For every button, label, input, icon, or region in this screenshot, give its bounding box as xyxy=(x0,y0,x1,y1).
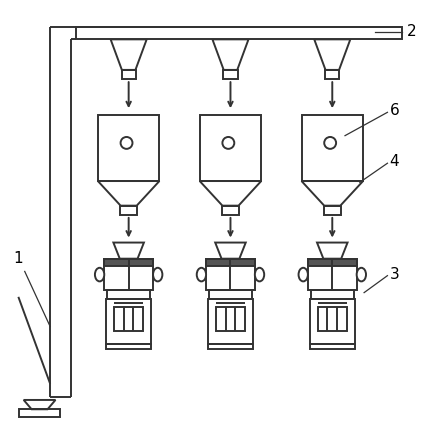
Bar xyxy=(309,344,354,349)
Ellipse shape xyxy=(356,268,365,281)
Bar xyxy=(309,299,354,344)
Bar xyxy=(208,299,252,344)
Bar xyxy=(19,409,60,417)
Text: 4: 4 xyxy=(389,154,398,169)
Bar xyxy=(208,291,251,299)
Ellipse shape xyxy=(153,268,162,281)
Text: 1: 1 xyxy=(14,251,23,266)
Bar xyxy=(199,115,261,181)
Ellipse shape xyxy=(196,268,206,281)
Bar xyxy=(223,70,237,79)
Bar xyxy=(216,306,245,331)
Bar xyxy=(317,306,346,331)
Bar xyxy=(206,259,254,291)
Bar xyxy=(106,299,150,344)
Text: 6: 6 xyxy=(389,103,398,118)
Ellipse shape xyxy=(298,268,307,281)
Bar xyxy=(324,70,339,79)
Text: 3: 3 xyxy=(389,267,398,282)
Bar xyxy=(75,27,401,39)
Bar xyxy=(307,259,356,266)
Bar xyxy=(222,206,239,215)
Bar xyxy=(301,115,362,181)
Bar xyxy=(98,115,159,181)
Bar xyxy=(323,206,340,215)
Text: 2: 2 xyxy=(406,24,415,39)
Bar xyxy=(104,259,153,291)
Bar xyxy=(114,306,143,331)
Bar xyxy=(104,259,153,266)
Bar xyxy=(307,259,356,291)
Bar xyxy=(120,206,137,215)
Bar xyxy=(121,70,135,79)
Ellipse shape xyxy=(254,268,264,281)
Ellipse shape xyxy=(95,268,104,281)
Bar xyxy=(107,291,150,299)
Bar xyxy=(206,259,254,266)
Bar xyxy=(208,344,252,349)
Bar xyxy=(310,291,353,299)
Bar xyxy=(106,344,150,349)
